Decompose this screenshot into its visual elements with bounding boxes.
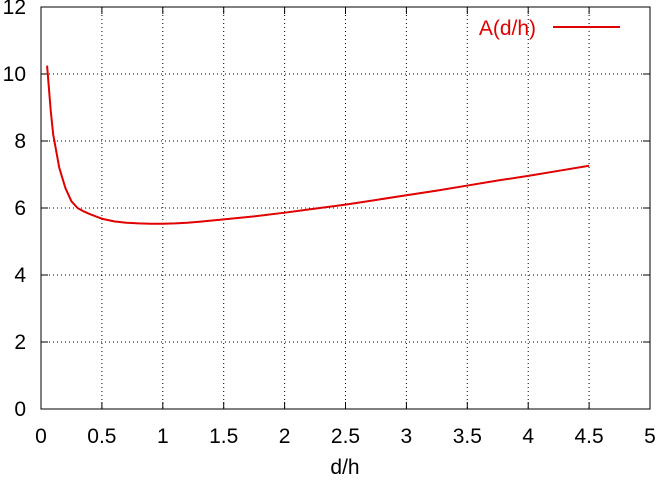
y-tick-label: 8	[14, 130, 26, 153]
x-tick-label: 2	[279, 425, 291, 448]
grid	[41, 7, 650, 409]
x-tick-label: 4	[522, 425, 534, 448]
x-tick-label: 4.5	[574, 425, 603, 448]
x-tick-label: 2.5	[331, 425, 360, 448]
legend: A(d/h)	[479, 17, 620, 40]
y-tick-label: 6	[14, 197, 26, 220]
series-line-0	[46, 65, 590, 225]
x-tick-label: 1.5	[209, 425, 238, 448]
x-axis-title: d/h	[330, 456, 359, 479]
y-tick-label: 2	[14, 331, 26, 354]
y-tick-label: 0	[14, 398, 26, 421]
y-tick-label: 12	[3, 0, 26, 19]
x-axis-tick-labels: 0 0.5 1 1.5 2 2.5 3 3.5 4 4.5 5	[35, 425, 656, 448]
series-layer	[46, 65, 590, 225]
y-tick-label: 10	[3, 63, 26, 86]
x-tick-label: 3.5	[453, 425, 482, 448]
x-tick-label: 0	[35, 425, 47, 448]
y-tick-label: 4	[14, 264, 26, 287]
x-tick-label: 1	[157, 425, 169, 448]
x-tick-label: 5	[644, 425, 656, 448]
x-tick-label: 0.5	[87, 425, 116, 448]
x-tick-label: 3	[401, 425, 413, 448]
legend-label: A(d/h)	[479, 17, 536, 40]
y-axis-tick-labels: 0 2 4 6 8 10 12	[3, 0, 27, 421]
